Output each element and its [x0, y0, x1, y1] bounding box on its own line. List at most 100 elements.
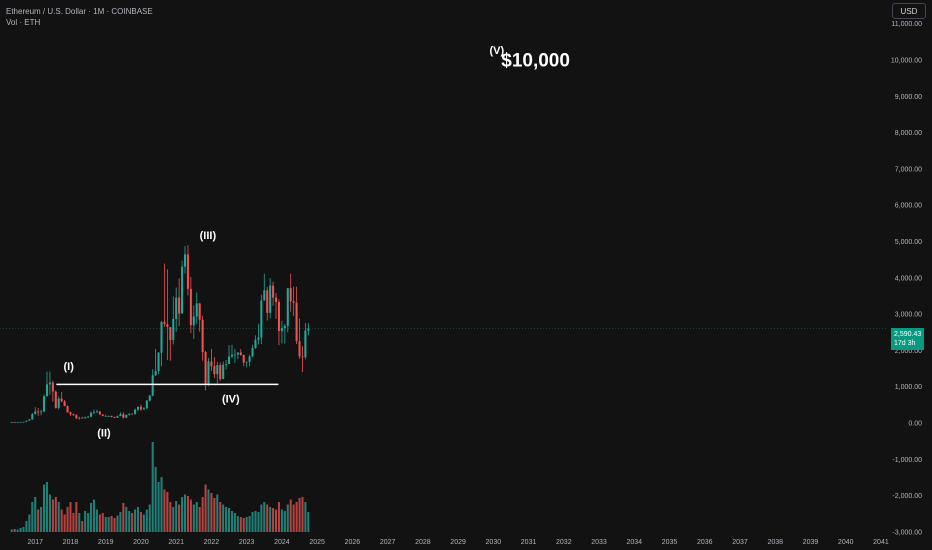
candle-body	[228, 356, 231, 365]
candle-body	[63, 401, 66, 407]
volume-bar	[210, 493, 213, 532]
volume-bar	[110, 516, 113, 532]
chart-header: Ethereum / U.S. Dollar · 1M · COINBASE V…	[6, 6, 153, 28]
time-tick-label: 2018	[63, 539, 79, 546]
volume-bar	[57, 502, 60, 532]
volume-bar	[260, 504, 263, 532]
volume-bar	[75, 502, 78, 532]
symbol-title[interactable]: Ethereum / U.S. Dollar · 1M · COINBASE	[6, 7, 153, 16]
currency-button[interactable]: USD	[892, 3, 926, 19]
volume-bar	[98, 514, 101, 532]
volume-bar	[183, 494, 187, 532]
volume-bar	[66, 507, 69, 532]
price-tick-label: 9,000.00	[895, 94, 922, 101]
volume-bar	[230, 511, 234, 532]
candle-body	[283, 325, 286, 329]
candle-body	[254, 339, 257, 349]
candle-body	[116, 415, 119, 418]
volume-bar	[257, 512, 260, 532]
wave-annotations: (I) (II) (III) (IV) (V)$10,000	[64, 45, 570, 439]
candle-body	[92, 411, 95, 413]
price-tick-label: 11,000.00	[891, 21, 922, 28]
time-tick-label: 2026	[345, 539, 361, 546]
time-tick-label: 2036	[697, 539, 713, 546]
candle-body	[175, 297, 178, 320]
volume-bar	[63, 514, 66, 532]
candle-body	[43, 396, 46, 412]
volume-bar	[145, 509, 148, 532]
time-tick-label: 2023	[239, 539, 255, 546]
volume-bar	[60, 509, 63, 532]
volume-bar	[283, 511, 286, 532]
volume-bar	[116, 515, 119, 532]
candle-body	[166, 324, 169, 327]
price-tick-label: -2,000.00	[892, 493, 922, 500]
candle-body	[222, 364, 225, 379]
wave-label-v: (V)	[490, 45, 505, 57]
volume-bar	[213, 498, 216, 532]
volume-bar	[154, 467, 157, 532]
volume-bar	[172, 507, 175, 532]
candle-body	[154, 370, 157, 376]
volume-bar	[157, 482, 160, 532]
volume-bar	[228, 508, 231, 532]
candle-body	[292, 301, 295, 303]
volume-bar	[19, 528, 22, 532]
volume-bar	[37, 509, 40, 532]
candle-body	[269, 285, 272, 313]
volume-bar	[192, 504, 195, 532]
last-price-badge: 2,590.43 17d 3h	[891, 328, 924, 350]
price-tick-label: 6,000.00	[895, 203, 922, 210]
candle-body	[48, 382, 51, 385]
candle-body	[45, 384, 49, 397]
time-tick-label: 2038	[767, 539, 783, 546]
time-tick-label: 2028	[415, 539, 431, 546]
candle-body	[301, 356, 304, 358]
candle-body	[136, 406, 140, 410]
candle-body	[145, 400, 148, 409]
candle-body	[57, 398, 60, 408]
volume-bar	[304, 502, 307, 532]
time-tick-label: 2027	[380, 539, 396, 546]
time-tick-label: 2019	[98, 539, 114, 546]
candle-body	[169, 326, 172, 341]
volume-bar	[245, 517, 248, 532]
candle-body	[37, 411, 40, 413]
bar-countdown: 17d 3h	[894, 340, 916, 347]
volume-bar	[251, 512, 254, 532]
price-tick-label: 8,000.00	[895, 130, 922, 137]
candle-body	[128, 413, 131, 415]
volume-bar	[292, 504, 295, 532]
volume-bar	[198, 507, 201, 532]
candle-body	[31, 414, 34, 420]
volume-legend[interactable]: Vol · ETH	[6, 18, 41, 27]
volume-bar	[289, 499, 292, 532]
candle-body	[210, 361, 213, 367]
candle-body	[207, 361, 210, 384]
price-axis[interactable]: 11,000.00 10,000.00 9,000.00 8,000.00 7,000.…	[891, 21, 922, 536]
volume-bar	[254, 511, 257, 532]
volume-bar	[90, 503, 93, 532]
candle-body	[181, 266, 184, 314]
volume-bar	[22, 527, 25, 532]
volume-bar	[78, 513, 81, 532]
candle-body	[307, 328, 310, 331]
time-axis[interactable]: 2017 2018 2019 2020 2021 2022 2023 2024 2025 2026…	[27, 539, 888, 546]
candle-body	[87, 416, 90, 418]
candle-body	[280, 328, 283, 331]
volume-bar	[128, 511, 131, 532]
price-tick-label: 1,000.00	[895, 384, 922, 391]
time-tick-label: 2020	[133, 539, 149, 546]
time-tick-label: 2040	[838, 539, 854, 546]
candle-body	[160, 321, 163, 353]
candle-body	[272, 285, 275, 298]
candle-body	[16, 422, 19, 423]
candle-body	[192, 316, 195, 326]
price-tick-label: 4,000.00	[895, 275, 922, 282]
candle-body	[78, 417, 81, 419]
volume-bar	[225, 507, 228, 532]
volume-bar	[263, 502, 266, 532]
time-tick-label: 2029	[450, 539, 466, 546]
volume-bar	[34, 497, 37, 532]
